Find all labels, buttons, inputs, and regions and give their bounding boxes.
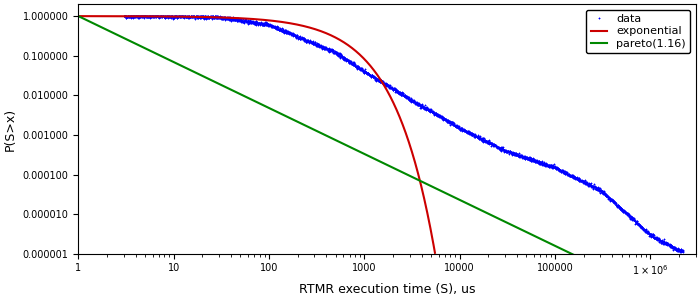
Y-axis label: P(S>x): P(S>x) — [4, 107, 18, 151]
data — [183, 15, 192, 18]
data — [679, 249, 687, 253]
pareto(1.16) — [577, 256, 585, 260]
Legend: data, exponential, pareto(1.16): data, exponential, pareto(1.16) — [586, 10, 690, 53]
data — [358, 68, 367, 72]
data — [608, 199, 616, 202]
pareto(1.16) — [650, 292, 658, 295]
X-axis label: RTMR execution time (S), us: RTMR execution time (S), us — [299, 283, 475, 296]
exponential — [82, 14, 90, 18]
Line: data: data — [123, 15, 684, 253]
pareto(1.16) — [545, 241, 553, 245]
Line: pareto(1.16): pareto(1.16) — [78, 16, 654, 293]
exponential — [95, 14, 104, 18]
data — [120, 14, 128, 18]
exponential — [299, 24, 307, 28]
data — [668, 244, 676, 248]
pareto(1.16) — [398, 171, 407, 174]
pareto(1.16) — [397, 170, 405, 173]
data — [676, 250, 685, 254]
exponential — [298, 24, 306, 27]
pareto(1.16) — [584, 260, 593, 264]
exponential — [430, 251, 439, 255]
data — [334, 53, 342, 57]
exponential — [91, 14, 99, 18]
exponential — [74, 14, 83, 18]
data — [216, 17, 225, 20]
Line: exponential: exponential — [78, 16, 435, 253]
pareto(1.16) — [634, 284, 643, 288]
pareto(1.16) — [74, 14, 83, 18]
exponential — [132, 14, 141, 18]
